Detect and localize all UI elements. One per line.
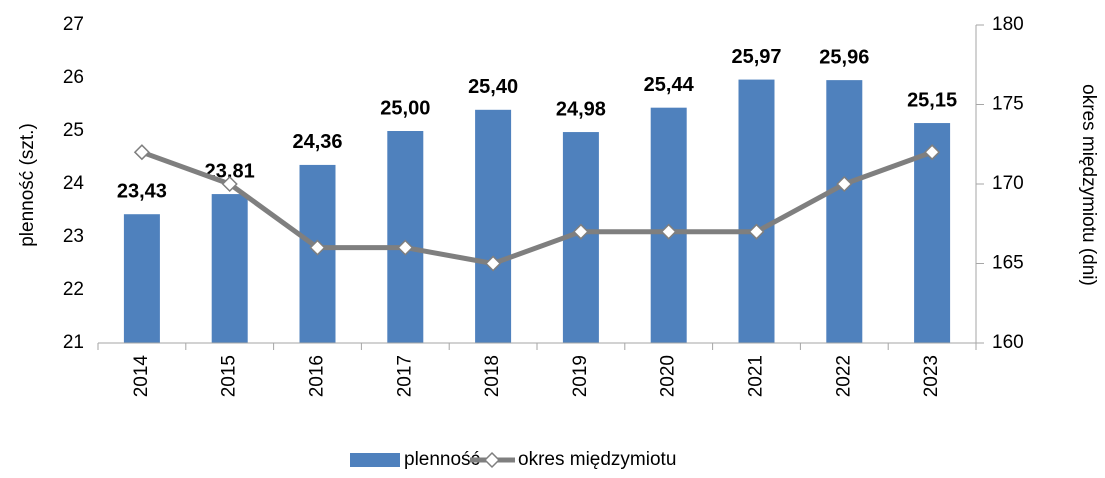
- bar: [738, 79, 775, 343]
- bar: [211, 194, 248, 343]
- x-tick-label: 2021: [746, 355, 767, 397]
- legend-swatch: [350, 453, 400, 467]
- value-label: 25,15: [907, 89, 957, 111]
- bar: [387, 131, 424, 343]
- marker: [660, 223, 677, 240]
- x-tick-label: 2018: [482, 355, 503, 397]
- marker: [309, 239, 326, 256]
- marker: [485, 255, 502, 272]
- y-axis-label: plenność (szt.): [17, 123, 38, 247]
- value-label: 23,43: [117, 180, 167, 202]
- legend-marker: [483, 451, 501, 469]
- y-tick-label: 24: [63, 173, 85, 194]
- x-tick-label: 2017: [394, 355, 415, 397]
- y2-tick-label: 160: [992, 332, 1024, 353]
- marker: [397, 239, 414, 256]
- bar: [123, 214, 160, 343]
- value-label: 25,40: [468, 76, 518, 98]
- legend-label: okres międzymiotu: [518, 449, 676, 470]
- marker: [748, 223, 765, 240]
- y2-tick-label: 165: [992, 253, 1024, 274]
- y2-axis-label: okres międzymiotu (dni): [1078, 84, 1099, 286]
- x-tick-label: 2023: [921, 355, 942, 397]
- line: [141, 149, 933, 267]
- y-tick-label: 23: [63, 226, 84, 247]
- y-tick-label: 26: [63, 67, 84, 88]
- x-tick-label: 2020: [658, 355, 679, 397]
- x-tick-label: 2022: [833, 355, 854, 397]
- marker: [221, 175, 238, 193]
- legend-label: plenność: [404, 449, 480, 470]
- bar: [826, 80, 863, 344]
- value-label: 25,44: [644, 74, 695, 96]
- y2-tick-label: 175: [992, 94, 1024, 115]
- x-tick-label: 2019: [570, 355, 591, 397]
- value-label: 25,96: [819, 46, 869, 68]
- bar: [475, 109, 512, 343]
- x-tick-label: 2015: [219, 355, 240, 397]
- x-tick-label: 2016: [307, 355, 328, 397]
- y-tick-label: 21: [63, 332, 84, 353]
- value-label: 25,00: [380, 97, 430, 119]
- y-tick-label: 27: [63, 14, 84, 35]
- x-tick-label: 2014: [131, 355, 152, 398]
- value-label: 24,98: [556, 98, 606, 120]
- y-tick-label: 22: [63, 279, 84, 300]
- y-tick-label: 25: [63, 120, 84, 141]
- y2-tick-label: 180: [992, 14, 1024, 35]
- marker: [133, 144, 150, 161]
- value-label: 25,97: [731, 46, 781, 68]
- y2-tick-label: 170: [992, 173, 1024, 194]
- value-label: 24,36: [292, 131, 342, 153]
- marker: [836, 175, 853, 193]
- marker: [572, 223, 589, 240]
- marker: [924, 144, 941, 161]
